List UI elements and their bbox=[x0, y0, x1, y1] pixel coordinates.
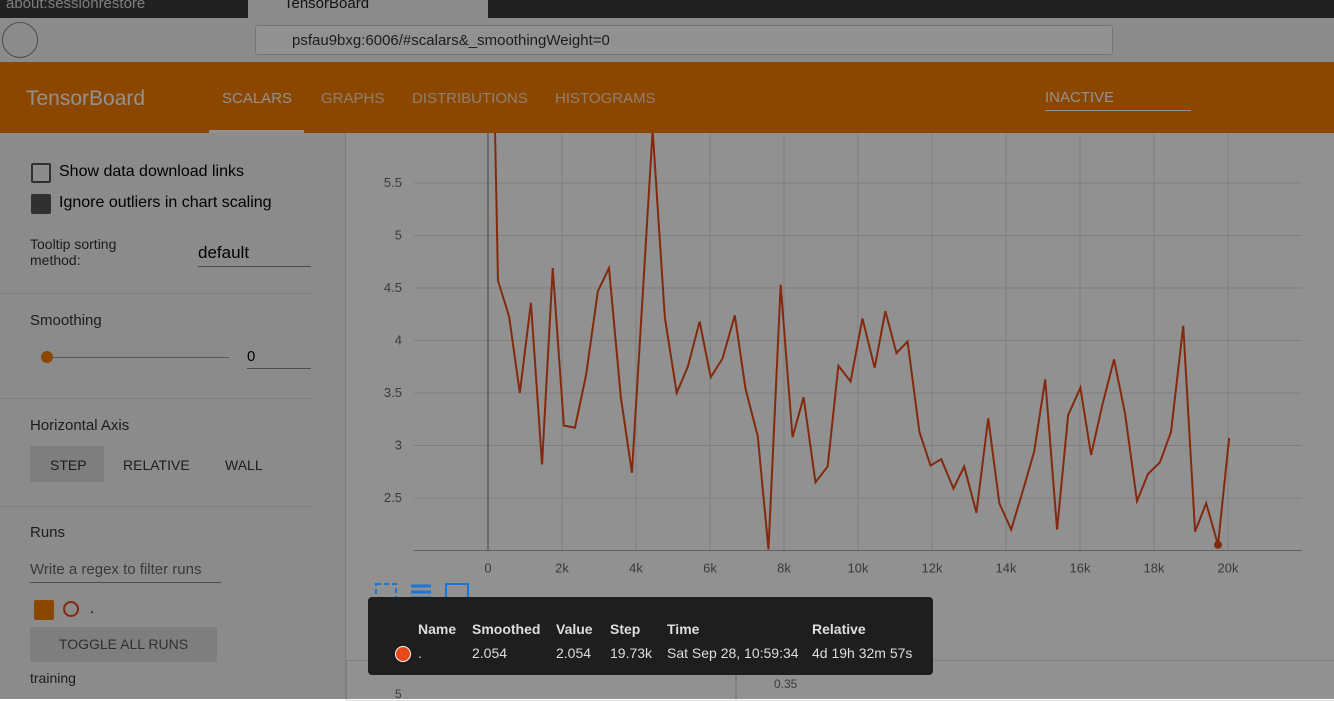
run-group: training bbox=[30, 670, 76, 686]
axis-option[interactable]: STEP bbox=[50, 457, 87, 473]
tooltip-header: Value bbox=[556, 621, 593, 637]
nav-tab[interactable]: SCALARS bbox=[222, 90, 293, 107]
divider bbox=[0, 293, 312, 294]
tooltip-header: Relative bbox=[812, 621, 866, 637]
section-title: Runs bbox=[30, 524, 66, 541]
slider-thumb[interactable] bbox=[41, 351, 53, 363]
axis-selected bbox=[30, 446, 104, 482]
y-tick-label: 4 bbox=[395, 333, 402, 348]
x-tick-label: 14k bbox=[996, 561, 1017, 576]
y-tick-label: 5.5 bbox=[384, 175, 402, 190]
section-title: Smoothing bbox=[30, 312, 102, 329]
fit-button[interactable] bbox=[375, 583, 397, 602]
smoothing-input[interactable]: 0 bbox=[247, 348, 311, 369]
sidebar bbox=[0, 133, 346, 699]
x-tick-label: 0 bbox=[484, 561, 491, 576]
x-tick-label: 8k bbox=[777, 561, 791, 576]
mini-tick: 0.35 bbox=[774, 677, 798, 691]
checkbox-checked[interactable] bbox=[31, 194, 51, 214]
tooltip-header: Smoothed bbox=[472, 621, 541, 637]
axis-option[interactable]: WALL bbox=[225, 457, 263, 473]
nav-tab[interactable]: DISTRIBUTIONS bbox=[412, 90, 528, 107]
url-bar[interactable]: psfau9bxg:6006/#scalars&_smoothingWeight… bbox=[255, 25, 1113, 55]
chart: 2.5 3 3.5 4 4.5 5 5.5 0 2k 4k 6k 8k 10k 12k 14k 16k 18k 2… bbox=[384, 130, 1302, 576]
browser-tab[interactable]: TensorBoard bbox=[248, 0, 488, 18]
nav-tab[interactable]: GRAPHS bbox=[321, 90, 385, 107]
run-name: . bbox=[90, 600, 95, 617]
tooltip-cell: 2.054 bbox=[472, 645, 508, 661]
app-title: TensorBoard bbox=[26, 87, 146, 110]
tooltip-header: Name bbox=[418, 621, 457, 637]
option-label: Show data download links bbox=[59, 163, 245, 180]
x-tick-label: 4k bbox=[629, 561, 643, 576]
tooltip-cell: 2.054 bbox=[556, 645, 592, 661]
tooltip-cell: Sat Sep 28, 10:59:34 bbox=[667, 645, 799, 661]
y-tick-label: 2.5 bbox=[384, 490, 402, 505]
axis-option[interactable]: RELATIVE bbox=[123, 457, 190, 473]
browser-tab[interactable]: about:sessionrestore bbox=[6, 0, 146, 12]
x-tick-label: 2k bbox=[555, 561, 569, 576]
section-title: Horizontal Axis bbox=[30, 417, 130, 434]
tooltip-cell: 4d 19h 32m 57s bbox=[812, 645, 913, 661]
run-status[interactable]: INACTIVE bbox=[1045, 89, 1191, 111]
hover-point bbox=[1214, 540, 1223, 549]
x-tick-label: 6k bbox=[703, 561, 717, 576]
tab-indicator bbox=[209, 130, 304, 133]
nav-tab[interactable]: HISTOGRAMS bbox=[555, 90, 656, 107]
slider-track bbox=[47, 357, 229, 358]
tooltip-swatch bbox=[395, 646, 411, 662]
run-checkbox[interactable] bbox=[34, 600, 54, 620]
option-label: Tooltip sorting method: bbox=[30, 236, 117, 268]
run-color[interactable] bbox=[63, 601, 79, 617]
app-header bbox=[0, 62, 1334, 133]
back-button[interactable] bbox=[2, 22, 38, 58]
y-tick-label: 3 bbox=[395, 438, 402, 453]
x-tick-label: 10k bbox=[848, 561, 869, 576]
x-tick-label: 18k bbox=[1144, 561, 1165, 576]
tooltip-header: Time bbox=[667, 621, 700, 637]
mini-tick: 5 bbox=[395, 687, 402, 701]
dropdown[interactable]: default bbox=[198, 243, 311, 267]
tooltip-cell: 19.73k bbox=[610, 645, 653, 661]
series-line bbox=[494, 130, 1231, 550]
tooltip-header: Step bbox=[610, 621, 641, 637]
divider bbox=[0, 398, 312, 399]
run-filter[interactable]: Write a regex to filter runs bbox=[30, 561, 221, 583]
y-tick-label: 3.5 bbox=[384, 385, 402, 400]
tooltip: Name Smoothed Value Step Time Relative. 2.054 2… bbox=[368, 597, 933, 675]
y-tick-label: 4.5 bbox=[384, 280, 402, 295]
y-tick-label: 5 bbox=[395, 228, 402, 243]
divider bbox=[0, 506, 312, 507]
x-tick-label: 16k bbox=[1070, 561, 1091, 576]
option-label: Ignore outliers in chart scaling bbox=[59, 194, 272, 211]
x-tick-label: 12k bbox=[922, 561, 943, 576]
tooltip-cell: . bbox=[418, 645, 422, 661]
checkbox[interactable] bbox=[31, 163, 51, 183]
x-tick-label: 20k bbox=[1218, 561, 1239, 576]
toggle-button[interactable]: TOGGLE ALL RUNS bbox=[30, 627, 217, 662]
